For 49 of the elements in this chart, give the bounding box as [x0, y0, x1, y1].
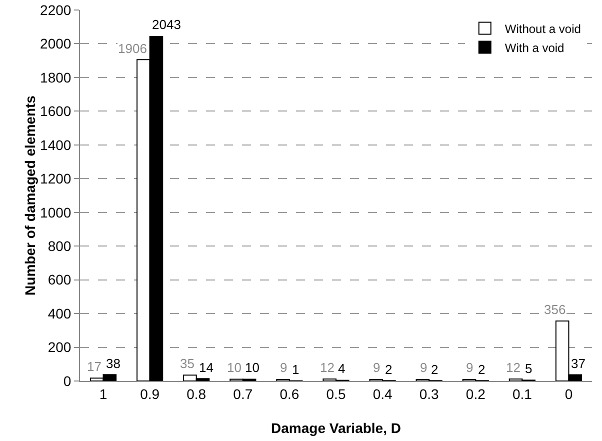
y-tick-label: 1000 — [40, 204, 72, 220]
data-label: 5 — [525, 361, 532, 376]
data-label: 12 — [506, 360, 520, 375]
data-label: 2 — [478, 362, 486, 377]
y-tick-label: 800 — [48, 238, 72, 254]
x-tick-label: 0 — [564, 386, 573, 402]
x-tick-label: 0.5 — [326, 386, 346, 402]
data-label: 1 — [292, 362, 300, 377]
x-tick-label: 0.1 — [512, 386, 532, 402]
legend-label: With a void — [504, 40, 564, 55]
x-tick-label: 0.4 — [372, 386, 392, 402]
data-label: 9 — [420, 360, 428, 375]
data-label: 35 — [180, 356, 194, 371]
data-label: 9 — [280, 360, 288, 375]
y-tick-label: 1400 — [40, 136, 72, 153]
data-label: 38 — [106, 356, 120, 371]
x-tick-label: 0.6 — [280, 386, 300, 402]
y-axis-title: Number of damaged elements — [22, 95, 38, 296]
x-tick-label: 0.3 — [419, 386, 440, 402]
legend-label: Without a void — [504, 22, 581, 36]
data-label: 10 — [245, 360, 260, 375]
x-tick-label: 0.2 — [466, 386, 486, 402]
data-label: 2043 — [152, 17, 181, 32]
data-label: 14 — [199, 360, 214, 375]
data-label: 37 — [571, 356, 586, 371]
y-tick-label: 2200 — [40, 2, 72, 18]
data-label: 356 — [544, 302, 566, 317]
x-tick-label: 0.9 — [140, 386, 160, 402]
data-label: 9 — [373, 360, 380, 375]
y-tick-label: 400 — [48, 305, 72, 322]
y-tick-label: 1600 — [40, 103, 72, 120]
data-label: 1906 — [118, 41, 147, 56]
y-tick-label: 0 — [63, 372, 72, 389]
y-tick-label: 1200 — [40, 170, 72, 187]
data-label: 10 — [227, 360, 242, 375]
y-tick-label: 1800 — [40, 69, 72, 86]
data-label: 17 — [87, 359, 102, 374]
data-label: 4 — [338, 361, 346, 376]
y-tick-label: 2000 — [40, 36, 72, 52]
x-tick-label: 0.8 — [186, 386, 206, 402]
x-tick-label: 1 — [99, 386, 108, 402]
data-label: 12 — [320, 360, 334, 375]
y-tick-label: 600 — [48, 272, 72, 288]
data-label: 2 — [431, 362, 438, 377]
y-tick-label: 200 — [48, 339, 72, 356]
data-label: 2 — [385, 362, 392, 377]
data-label: 9 — [466, 360, 474, 375]
x-axis-title: Damage Variable, D — [271, 420, 401, 436]
x-tick-label: 0.7 — [233, 386, 253, 402]
